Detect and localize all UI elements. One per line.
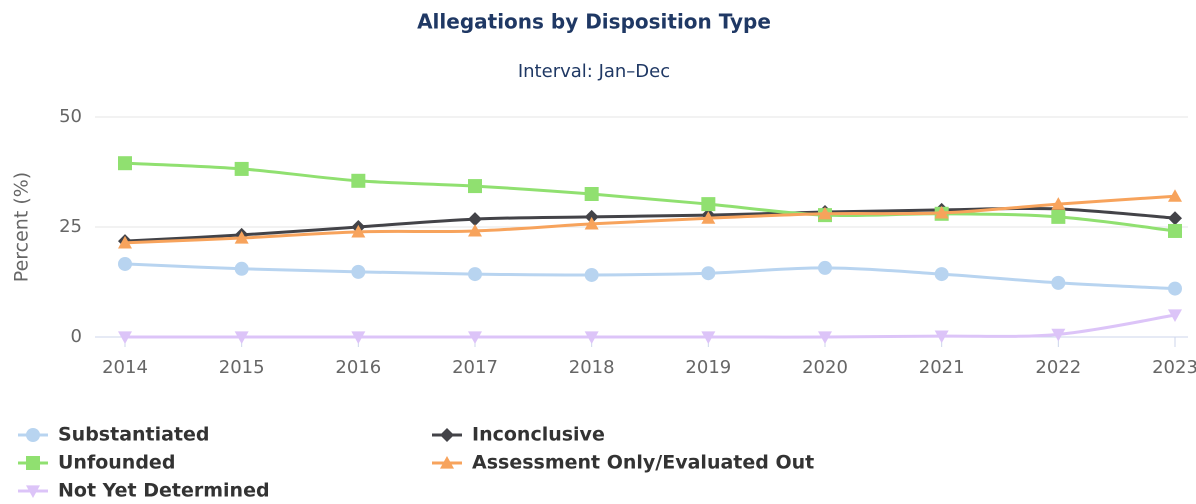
- marker: [468, 267, 482, 282]
- marker: [584, 267, 599, 282]
- legend-item: Unfounded: [18, 452, 175, 474]
- marker: [584, 216, 599, 230]
- y-axis-title: Percent (%): [11, 172, 33, 282]
- marker: [1051, 197, 1066, 210]
- marker: [701, 331, 716, 344]
- x-tick-label: 2014: [102, 357, 148, 378]
- marker: [234, 161, 249, 176]
- marker: [1168, 309, 1182, 322]
- marker: [584, 331, 599, 344]
- marker: [1168, 223, 1182, 238]
- marker: [584, 209, 599, 224]
- marker: [234, 231, 249, 244]
- marker: [26, 485, 40, 498]
- marker: [934, 267, 949, 282]
- x-tick-label: 2020: [802, 357, 848, 378]
- marker: [1051, 209, 1066, 224]
- marker: [701, 197, 716, 212]
- marker: [1051, 275, 1066, 290]
- marker: [118, 256, 132, 271]
- marker: [26, 456, 40, 470]
- legend-label: Inconclusive: [472, 424, 605, 446]
- marker: [26, 428, 40, 442]
- marker: [934, 205, 949, 219]
- marker: [351, 224, 366, 238]
- marker: [818, 260, 832, 275]
- x-tick-label: 2017: [452, 357, 498, 378]
- x-tick-label: 2016: [335, 357, 381, 378]
- marker: [351, 331, 366, 344]
- series: [118, 201, 1182, 249]
- chart-subtitle: Interval: Jan–Dec: [518, 61, 670, 82]
- legend-label: Substantiated: [58, 424, 210, 446]
- x-tick-label: 2023: [1152, 357, 1196, 378]
- marker: [701, 211, 716, 224]
- marker: [440, 428, 454, 442]
- marker: [118, 331, 132, 344]
- y-tick-label: 0: [71, 326, 82, 347]
- series: [118, 256, 1182, 296]
- y-tick-label: 25: [59, 216, 82, 237]
- marker: [818, 331, 832, 344]
- legend-item: Assessment Only/Evaluated Out: [432, 452, 814, 474]
- line: [124, 194, 1176, 245]
- marker: [1051, 328, 1066, 342]
- marker: [118, 235, 132, 249]
- legend-label: Unfounded: [58, 452, 175, 474]
- marker: [351, 173, 366, 188]
- marker: [1168, 281, 1182, 296]
- line: [124, 262, 1176, 291]
- legend-item: Inconclusive: [432, 424, 605, 446]
- chart-title: Allegations by Disposition Type: [417, 10, 771, 34]
- series: [118, 309, 1182, 344]
- marker: [234, 331, 249, 344]
- legend-item: Substantiated: [18, 424, 210, 446]
- marker: [468, 179, 482, 194]
- marker: [118, 156, 132, 171]
- marker: [934, 330, 949, 344]
- series: [118, 156, 1182, 238]
- marker: [234, 261, 249, 276]
- line: [124, 161, 1176, 233]
- x-tick-label: 2019: [685, 357, 731, 378]
- marker: [351, 264, 366, 279]
- marker: [468, 223, 482, 237]
- marker: [468, 331, 482, 344]
- line: [124, 313, 1176, 339]
- series: [118, 189, 1182, 249]
- marker: [584, 187, 599, 201]
- y-tick-label: 50: [59, 106, 82, 127]
- marker: [701, 266, 716, 281]
- marker: [1168, 189, 1182, 202]
- x-tick-label: 2022: [1035, 357, 1081, 378]
- x-tick-label: 2021: [919, 357, 965, 378]
- marker: [818, 206, 832, 220]
- legend-item: Not Yet Determined: [18, 480, 270, 502]
- marker: [468, 212, 482, 227]
- legend-label: Not Yet Determined: [58, 480, 270, 502]
- x-tick-label: 2015: [219, 357, 265, 378]
- marker: [440, 456, 454, 469]
- legend-label: Assessment Only/Evaluated Out: [472, 452, 814, 474]
- x-tick-label: 2018: [569, 357, 615, 378]
- marker: [1168, 211, 1182, 226]
